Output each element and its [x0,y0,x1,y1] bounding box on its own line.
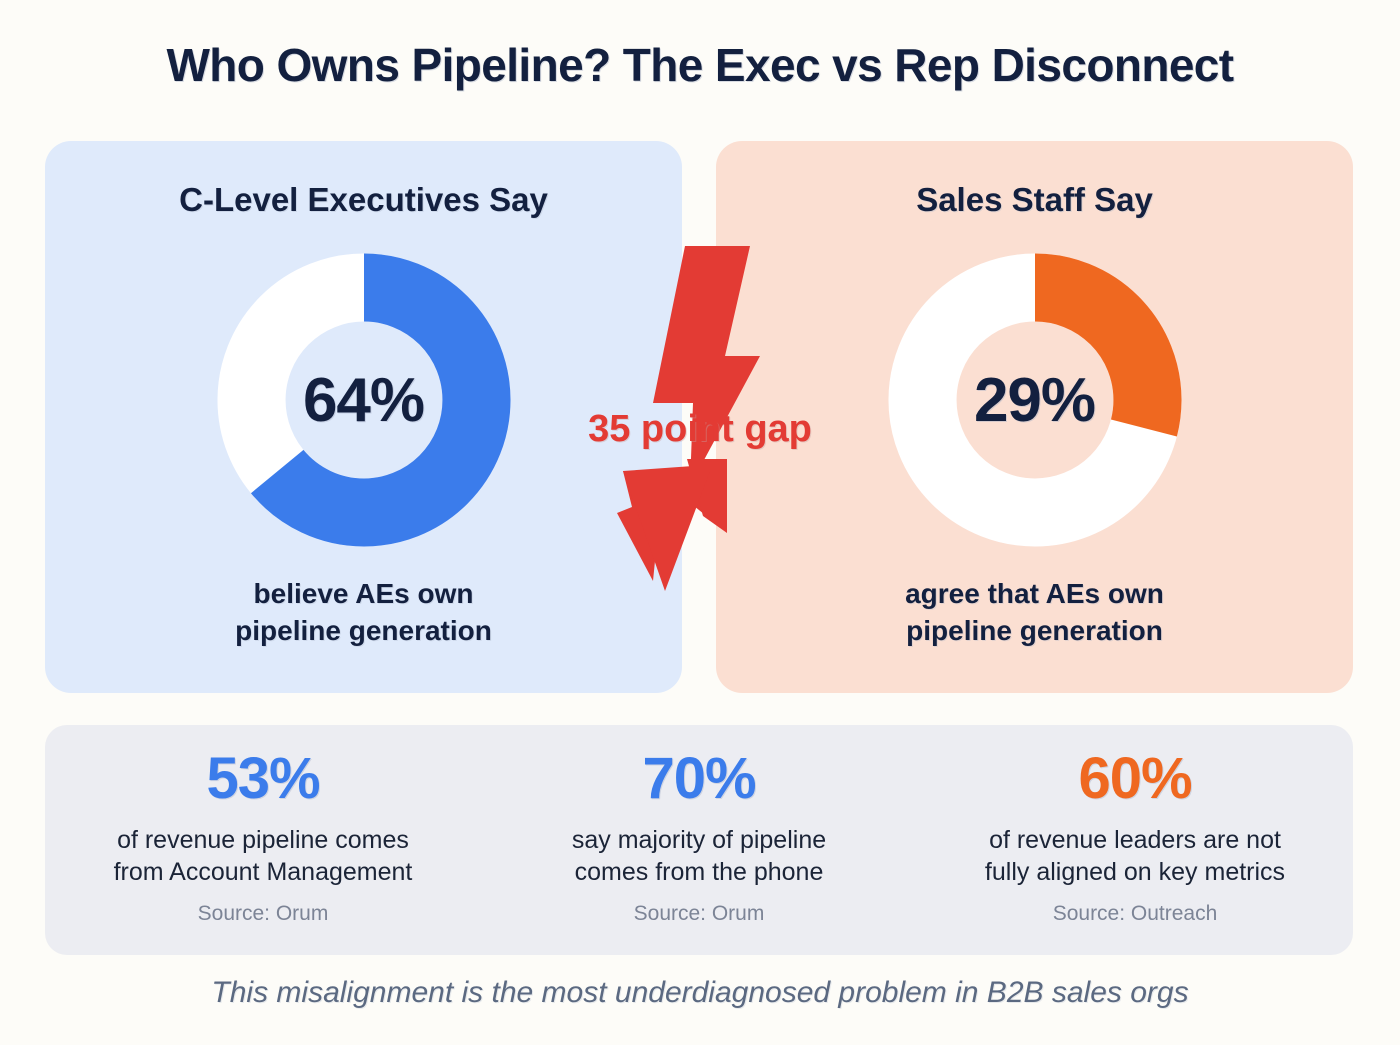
sales-staff-caption-line-1: agree that AEs own [905,577,1164,609]
sales-staff-caption-line-2: pipeline generation [906,614,1163,646]
stat-source: Source: Orum [633,901,765,925]
stat-description: of revenue leaders are not fully aligned… [931,824,1339,888]
sales-staff-donut-center-label: 29% [973,365,1096,435]
exec-donut-svg [216,253,511,547]
exec-panel-caption: believe AEs own pipeline generation [45,575,682,649]
sales-staff-donut-chart: 29% [887,252,1183,548]
exec-caption-line-1: believe AEs own [253,577,474,609]
sales-staff-donut-value-arc [887,253,1182,547]
stat-value: 70% [642,746,756,811]
footer-note: This misalignment is the most underdiagn… [211,976,1189,1009]
stat-description-line-1: of revenue leaders are not [989,825,1281,854]
exec-panel: C-Level Executives Say 64% believe AEs o… [45,141,682,693]
stat-source: Source: Orum [197,901,329,925]
sales-staff-panel-heading: Sales Staff Say [916,181,1153,218]
stat-description-line-2: fully aligned on key metrics [984,857,1286,886]
sales-staff-panel-caption: agree that AEs own pipeline generation [716,575,1353,649]
page-title: Who Owns Pipeline? The Exec vs Rep Disco… [166,39,1234,91]
stats-strip: 53% of revenue pipeline comes from Accou… [45,725,1353,955]
stat-card: 60% of revenue leaders are not fully ali… [917,725,1353,955]
stat-description: of revenue pipeline comes from Account M… [59,824,467,888]
stat-value: 53% [206,746,320,811]
exec-panel-heading: C-Level Executives Say [179,181,548,218]
stat-description: say majority of pipeline comes from the … [495,824,903,888]
stat-description-line-1: of revenue pipeline comes [117,825,409,854]
stat-card: 70% say majority of pipeline comes from … [481,725,917,955]
stat-card: 53% of revenue pipeline comes from Accou… [45,725,481,955]
sales-staff-panel: Sales Staff Say 29% agree that AEs own p… [716,141,1353,693]
exec-donut-value-arc [216,253,511,547]
sales-staff-donut-svg [887,253,1182,547]
stat-description-line-2: from Account Management [113,857,413,886]
exec-donut-center-label: 64% [302,365,425,435]
gap-label: 35 point gap [588,408,812,450]
stat-value: 60% [1078,746,1192,811]
stat-source: Source: Outreach [1052,901,1218,925]
exec-donut-chart: 64% [216,252,512,548]
stat-description-line-1: say majority of pipeline [571,825,827,854]
stat-description-line-2: comes from the phone [574,857,824,886]
exec-caption-line-2: pipeline generation [235,614,492,646]
